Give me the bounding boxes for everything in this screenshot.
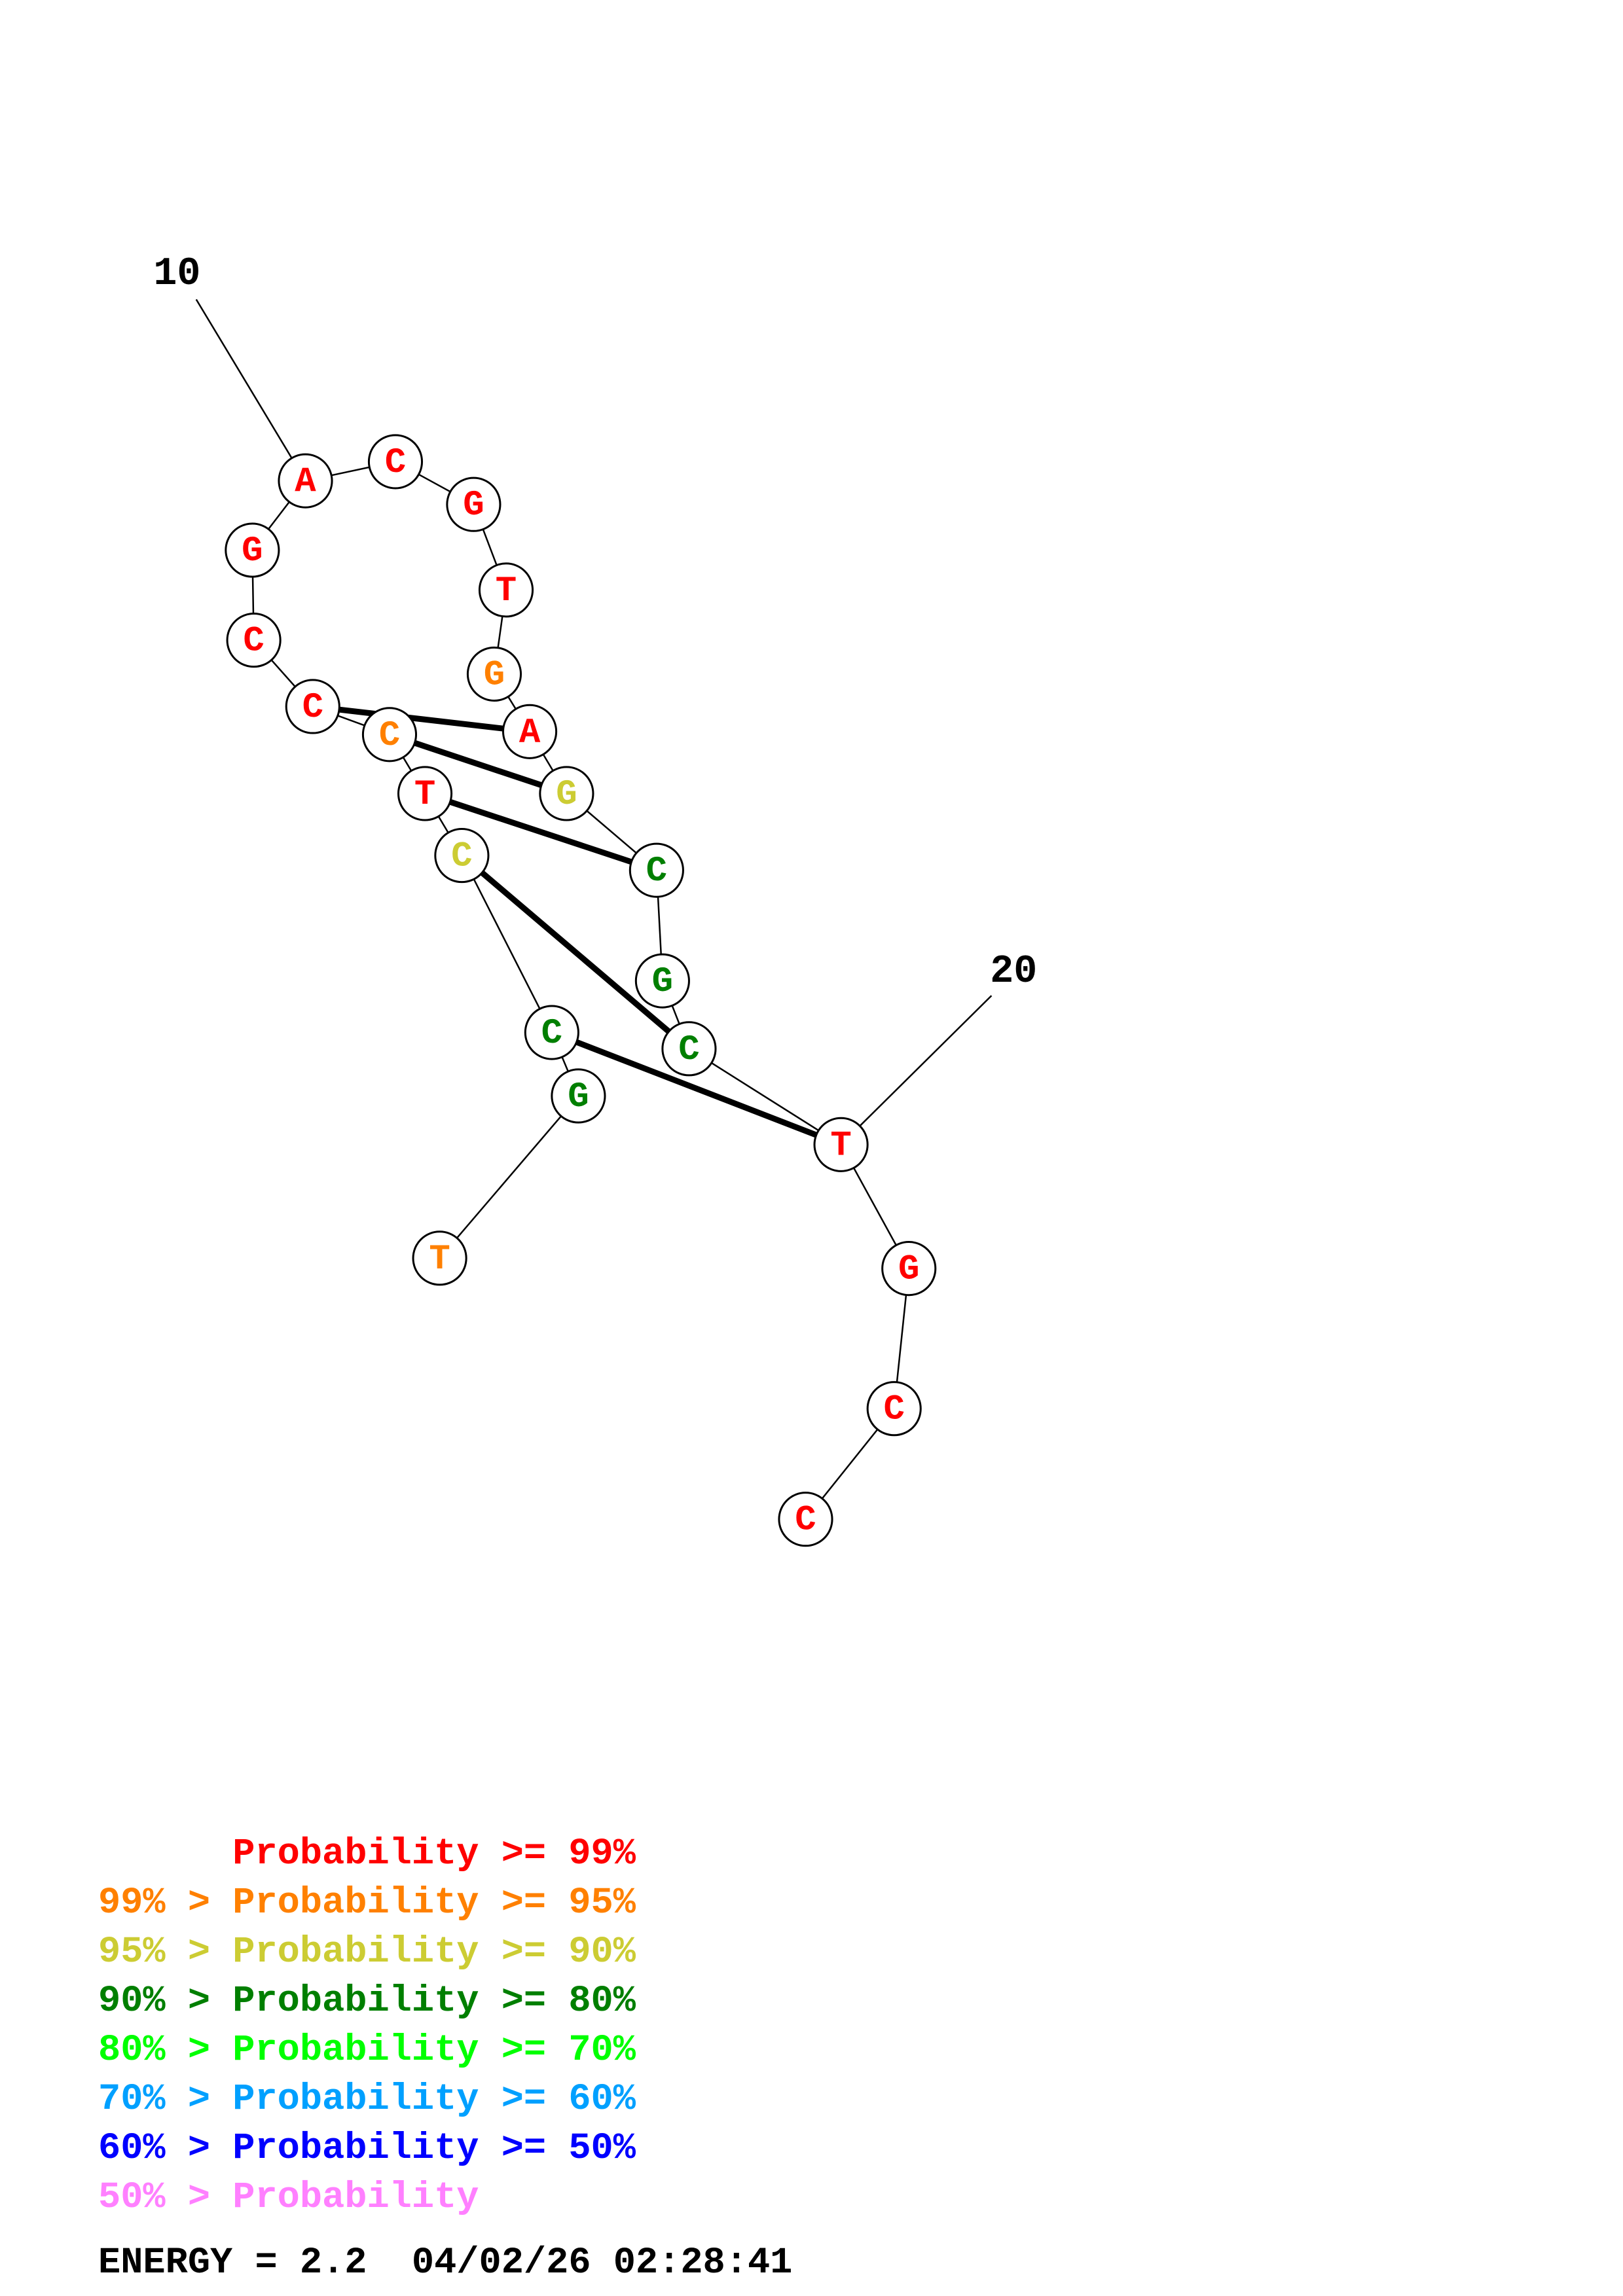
- nucleotide-node: C: [361, 707, 418, 762]
- nucleotide-circle: [501, 704, 558, 759]
- nucleotide-node: G: [634, 953, 690, 1009]
- nucleotide-node: C: [661, 1021, 717, 1077]
- nucleotide-node: G: [446, 476, 501, 532]
- nucleotide-circle: [813, 1117, 869, 1172]
- legend-entry: Probability >= 99%: [98, 1833, 636, 1875]
- nucleotide-base-label: C: [646, 852, 667, 891]
- nucleotide-base-label: C: [541, 1014, 562, 1054]
- legend-entry: 99% > Probability >= 95%: [98, 1882, 636, 1924]
- nucleotide-node: T: [478, 562, 534, 618]
- nucleotide-node: G: [466, 646, 522, 702]
- legend-entry: 50% > Probability: [98, 2177, 479, 2219]
- legend-entry: 95% > Probability >= 90%: [98, 1931, 636, 1973]
- nucleotide-circle: [524, 1005, 579, 1060]
- backbone-layer: [251, 461, 910, 1520]
- nucleotide-base-label: C: [385, 443, 406, 483]
- nucleotide-base-label: T: [414, 775, 435, 815]
- nucleotide-base-label: C: [302, 688, 323, 728]
- nucleotide-circle: [367, 434, 424, 490]
- nucleotide-circle: [434, 828, 490, 884]
- nucleotide-base-label: A: [519, 713, 541, 753]
- legend-entry: 80% > Probability >= 70%: [98, 2030, 636, 2072]
- nucleotide-base-label: C: [795, 1501, 816, 1541]
- nucleotide-node: C: [367, 434, 424, 490]
- nucleotide-base-label: G: [463, 486, 484, 526]
- position-marker-label: 10: [153, 252, 200, 296]
- nucleotide-circle: [661, 1021, 717, 1077]
- base-pair-bond: [312, 704, 530, 735]
- nucleotide-base-label: G: [568, 1077, 589, 1117]
- nucleotide-circle: [634, 953, 690, 1009]
- nucleotide-node: C: [285, 679, 340, 734]
- nucleotide-node: C: [226, 613, 282, 668]
- nucleotide-base-label: C: [243, 622, 264, 662]
- nucleotide-circle: [778, 1492, 833, 1547]
- nucleotide-node: C: [629, 842, 684, 898]
- nucleotide-base-label: A: [295, 462, 316, 502]
- nucleotide-node: A: [278, 453, 333, 509]
- nucleotide-circle: [412, 1230, 467, 1286]
- nucleotide-node: C: [524, 1005, 579, 1060]
- nucleotide-base-label: G: [652, 962, 673, 1002]
- nucleotide-base-label: C: [884, 1390, 905, 1430]
- nucleotide-node: T: [412, 1230, 467, 1286]
- nucleotide-base-label: G: [242, 531, 263, 571]
- nucleotide-base-label: T: [496, 571, 517, 611]
- nucleotide-node: G: [881, 1241, 937, 1297]
- position-marker-line: [840, 995, 993, 1145]
- base-pair-layer: [312, 704, 843, 1148]
- nucleotide-circle: [881, 1241, 937, 1297]
- nucleotide-circle: [866, 1381, 922, 1437]
- nucleotide-circle: [397, 766, 453, 821]
- nucleotide-node: A: [501, 704, 558, 759]
- nucleotide-circle: [226, 613, 282, 668]
- nucleotide-base-label: T: [830, 1126, 851, 1166]
- nucleotide-base-label: C: [379, 716, 400, 756]
- legend-entry: 90% > Probability >= 80%: [98, 1981, 636, 2022]
- legend-entry: 70% > Probability >= 60%: [98, 2079, 636, 2121]
- nucleotide-circle: [446, 476, 501, 532]
- nucleotide-circle: [278, 453, 333, 509]
- nucleotide-circle: [539, 766, 594, 821]
- nucleotide-node: G: [551, 1068, 606, 1124]
- nucleotide-circle: [551, 1068, 606, 1124]
- nucleotide-circle: [225, 522, 280, 578]
- nucleotide-node: T: [397, 766, 453, 821]
- nucleotide-circle: [285, 679, 340, 734]
- legend-entry: 60% > Probability >= 50%: [98, 2128, 636, 2170]
- position-marker-label: 20: [990, 950, 1037, 994]
- base-pair-bond: [424, 791, 658, 873]
- nucleotide-base-label: T: [429, 1240, 450, 1280]
- position-marker-layer: 10 20: [153, 252, 1037, 1145]
- nucleotide-base-label: G: [556, 775, 577, 815]
- nucleotide-circle: [361, 707, 418, 762]
- nucleotide-node: C: [434, 828, 490, 884]
- base-pair-bond: [460, 853, 691, 1051]
- base-pair-bond: [388, 732, 568, 797]
- nucleotide-circle: [629, 842, 684, 898]
- backbone-link: [461, 855, 553, 1033]
- nucleotide-base-label: G: [898, 1250, 919, 1290]
- base-pair-bond: [551, 1030, 843, 1148]
- nucleotide-node: C: [866, 1381, 922, 1437]
- position-marker-line: [195, 298, 306, 482]
- nucleotide-node: G: [225, 522, 280, 578]
- backbone-link: [688, 1048, 842, 1145]
- nucleotide-base-label: C: [678, 1030, 699, 1070]
- nucleotide-node: G: [539, 766, 594, 821]
- energy-timestamp-line: ENERGY = 2.2 04/02/26 02:28:41: [98, 2242, 793, 2284]
- nucleotide-circle: [478, 562, 534, 618]
- nucleotide-node: C: [778, 1492, 833, 1547]
- backbone-link: [439, 1095, 579, 1259]
- nucleotide-node: T: [813, 1117, 869, 1172]
- nucleotide-base-label: G: [484, 655, 505, 695]
- nucleotide-circle: [466, 646, 522, 702]
- nucleotide-base-label: C: [451, 837, 472, 877]
